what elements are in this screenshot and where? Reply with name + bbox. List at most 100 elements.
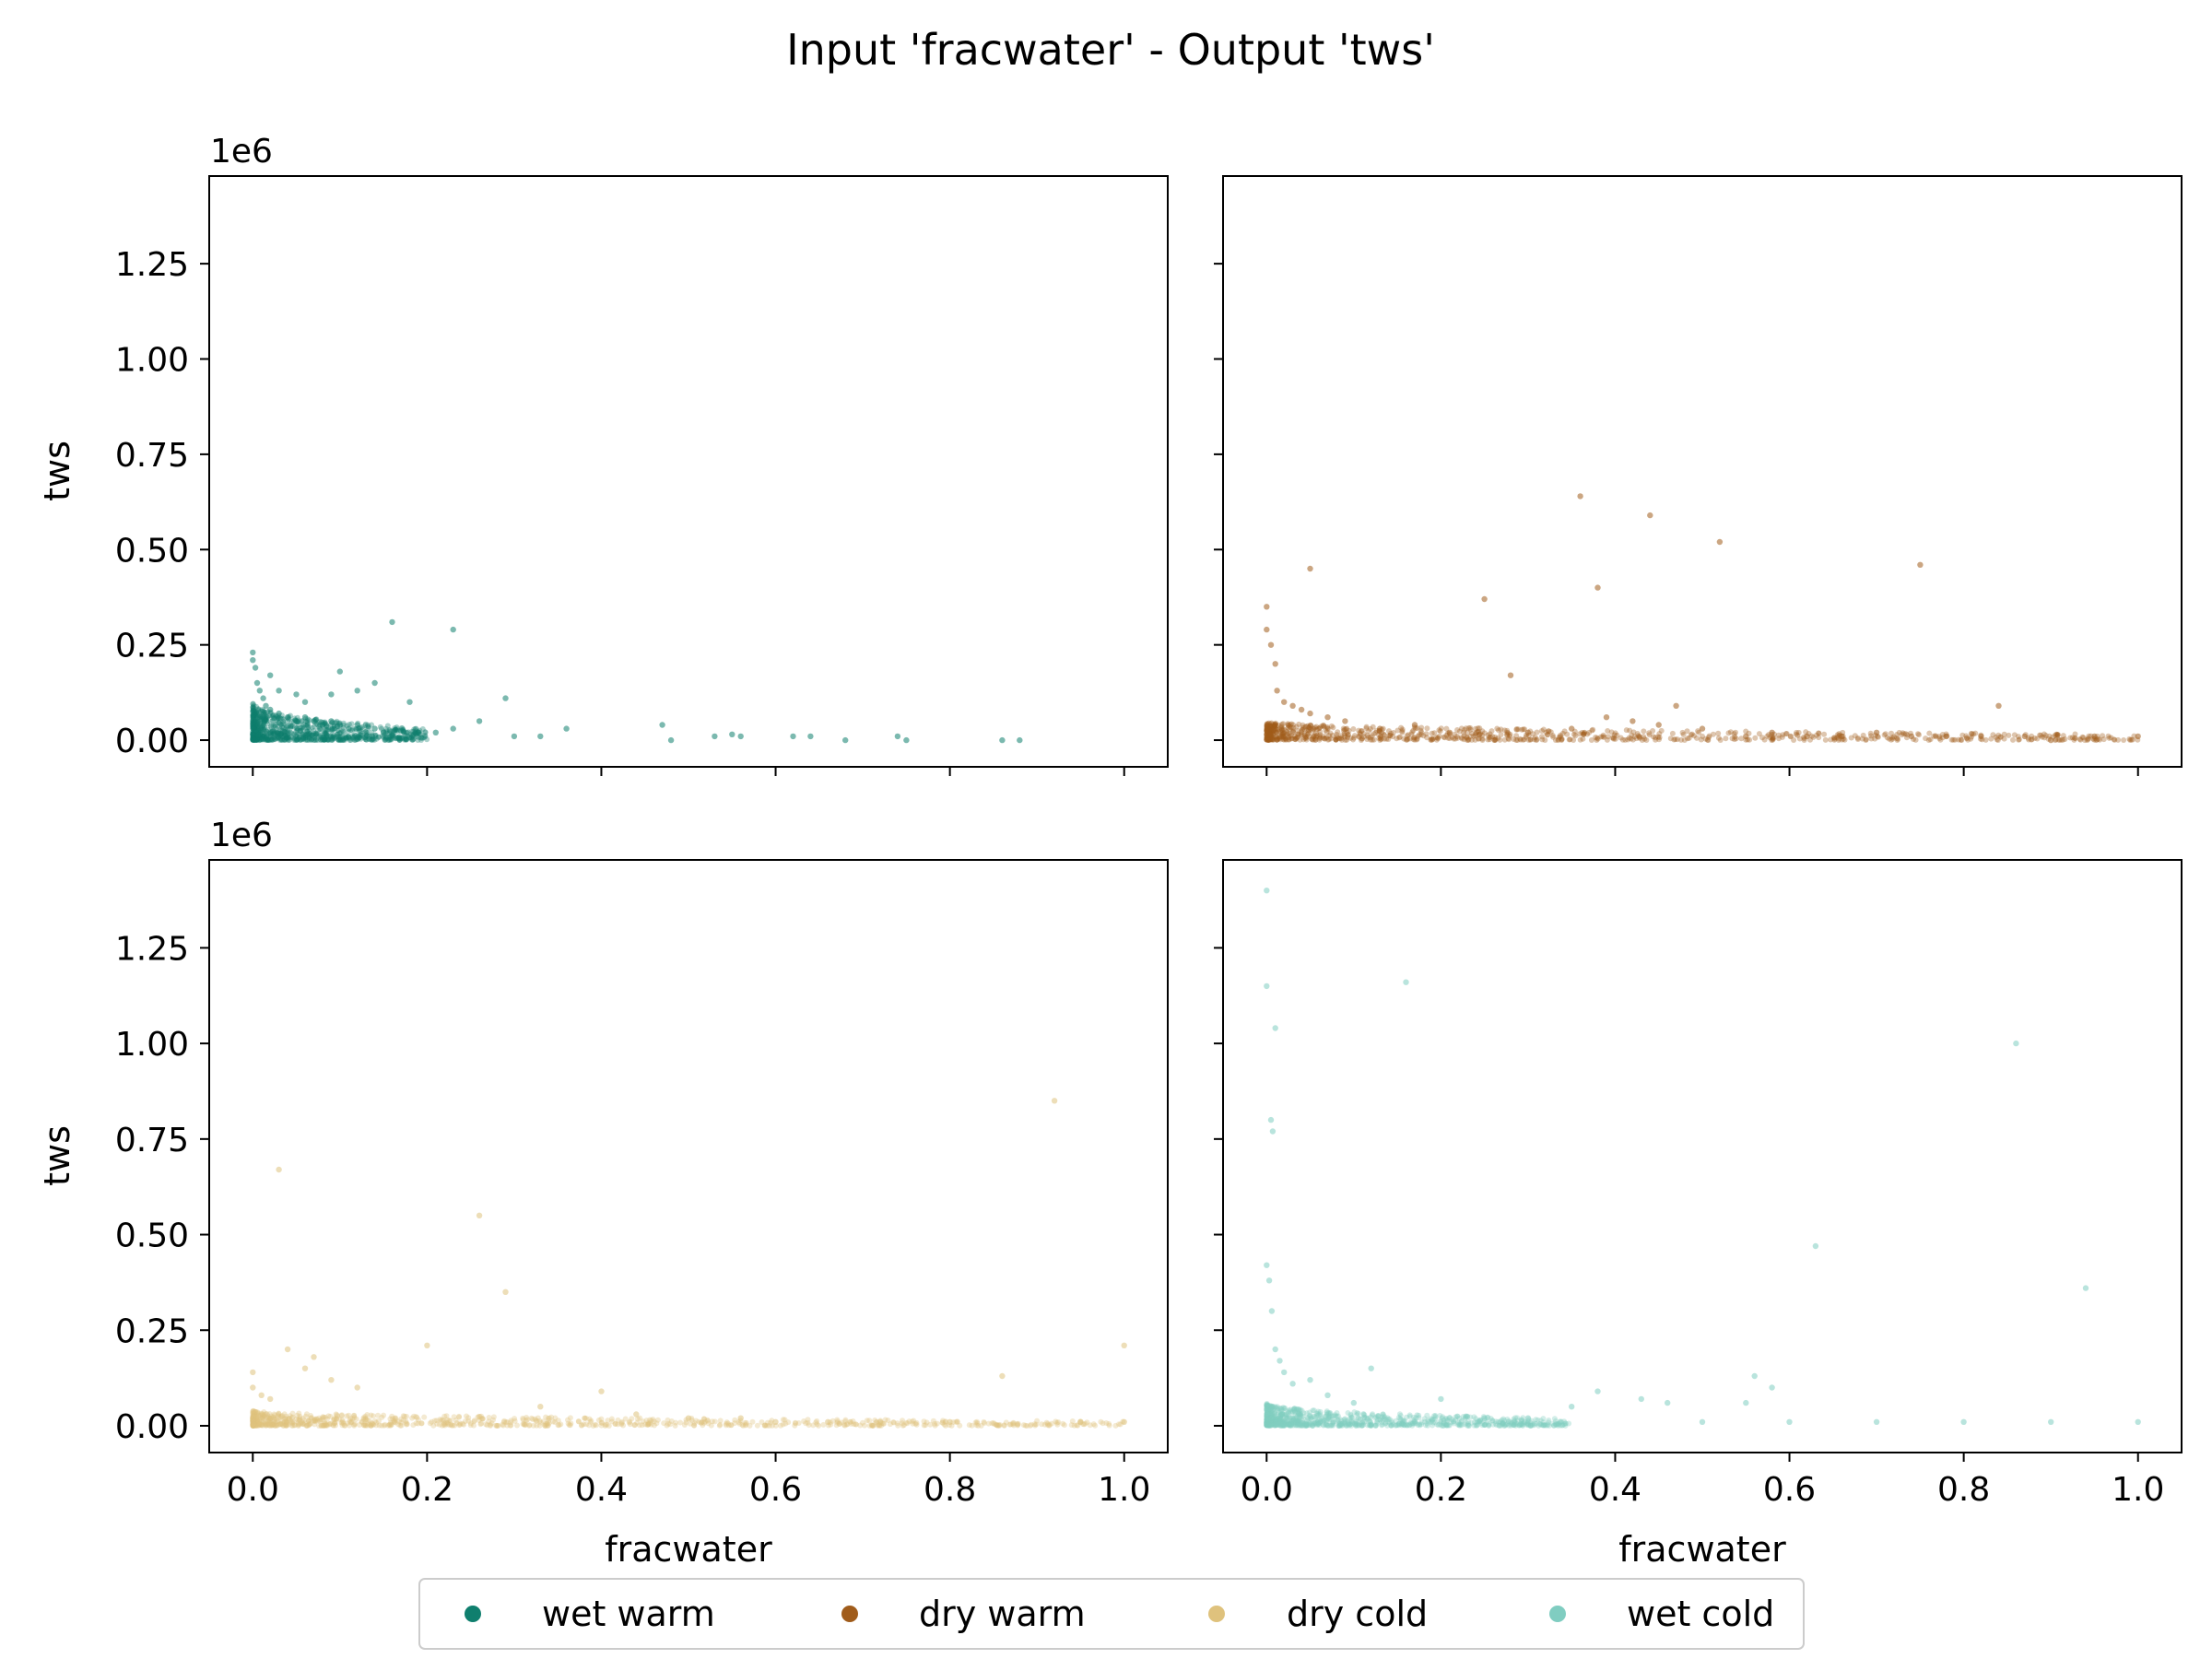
data-point-wet-warm bbox=[251, 702, 257, 709]
data-point-wet-warm bbox=[737, 733, 744, 740]
data-point-dry-warm bbox=[1513, 737, 1520, 743]
data-point-dry-warm bbox=[1630, 718, 1636, 724]
data-point-dry-cold bbox=[344, 1413, 350, 1419]
data-point-dry-warm bbox=[1267, 728, 1273, 735]
data-point-dry-warm bbox=[1492, 734, 1499, 740]
data-point-wet-warm bbox=[275, 730, 281, 736]
data-point-wet-warm bbox=[294, 736, 300, 743]
data-point-dry-cold bbox=[301, 1365, 309, 1371]
data-point-wet-warm bbox=[395, 735, 402, 741]
data-point-dry-warm bbox=[1489, 734, 1496, 739]
data-point-dry-warm bbox=[1477, 731, 1483, 737]
data-point-wet-warm bbox=[260, 736, 266, 743]
data-point-wet-warm bbox=[254, 734, 261, 740]
data-point-dry-warm bbox=[1686, 735, 1692, 741]
data-point-dry-warm bbox=[1304, 731, 1311, 737]
data-point-wet-warm bbox=[265, 737, 271, 743]
data-point-dry-cold bbox=[910, 1420, 916, 1427]
data-point-dry-warm bbox=[1276, 728, 1282, 735]
data-point-dry-warm bbox=[1465, 724, 1472, 731]
data-point-wet-warm bbox=[281, 736, 288, 743]
x-tick-label: 0.8 bbox=[924, 1471, 976, 1509]
data-point-wet-warm bbox=[263, 713, 269, 720]
data-point-wet-cold bbox=[1389, 1419, 1395, 1426]
data-point-wet-warm bbox=[304, 734, 311, 740]
data-point-wet-cold bbox=[1541, 1422, 1547, 1429]
data-point-wet-warm bbox=[250, 735, 256, 741]
data-point-wet-warm bbox=[266, 731, 273, 737]
data-point-wet-warm bbox=[250, 707, 256, 713]
data-point-dry-warm bbox=[1294, 735, 1300, 741]
data-point-dry-warm bbox=[1358, 737, 1364, 743]
data-point-wet-warm bbox=[369, 722, 375, 728]
data-point-dry-warm bbox=[1307, 565, 1313, 572]
data-point-wet-warm bbox=[250, 714, 256, 721]
data-point-dry-cold bbox=[370, 1413, 376, 1419]
data-point-wet-warm bbox=[257, 735, 264, 740]
data-point-dry-warm bbox=[1544, 732, 1550, 738]
data-point-dry-warm bbox=[2069, 735, 2076, 741]
data-point-dry-cold bbox=[369, 1420, 375, 1427]
data-point-wet-warm bbox=[273, 721, 279, 727]
data-point-dry-warm bbox=[2108, 735, 2114, 741]
data-point-dry-warm bbox=[1488, 728, 1495, 735]
data-point-wet-warm bbox=[261, 720, 267, 726]
data-point-wet-warm bbox=[269, 712, 276, 719]
data-point-wet-cold bbox=[2013, 1040, 2019, 1047]
data-point-wet-warm bbox=[293, 691, 300, 698]
data-point-dry-warm bbox=[1795, 729, 1802, 735]
data-point-wet-warm bbox=[288, 734, 295, 740]
data-point-dry-warm bbox=[1671, 736, 1677, 743]
data-point-wet-warm bbox=[337, 736, 344, 743]
data-point-wet-warm bbox=[284, 735, 290, 741]
data-point-wet-warm bbox=[278, 732, 285, 738]
data-point-wet-warm bbox=[254, 726, 261, 733]
data-point-dry-warm bbox=[1276, 734, 1282, 740]
data-point-wet-warm bbox=[262, 717, 268, 724]
data-point-wet-warm bbox=[327, 734, 334, 740]
data-point-wet-warm bbox=[363, 731, 370, 737]
data-point-wet-warm bbox=[476, 718, 483, 724]
data-point-wet-warm bbox=[371, 736, 378, 743]
data-point-dry-warm bbox=[1461, 729, 1467, 735]
data-point-wet-warm bbox=[403, 732, 409, 738]
data-point-dry-cold bbox=[322, 1422, 328, 1429]
data-point-wet-warm bbox=[259, 723, 265, 729]
data-point-wet-warm bbox=[415, 737, 421, 743]
data-point-dry-cold bbox=[504, 1422, 511, 1429]
data-point-wet-warm bbox=[320, 728, 326, 735]
data-point-wet-warm bbox=[261, 711, 267, 717]
data-point-wet-warm bbox=[250, 712, 256, 718]
data-point-dry-cold bbox=[737, 1415, 744, 1421]
data-point-dry-warm bbox=[1289, 728, 1296, 735]
data-point-wet-warm bbox=[285, 734, 291, 740]
y-tick-label: 1.25 bbox=[115, 930, 189, 968]
data-point-wet-warm bbox=[260, 708, 266, 714]
data-point-dry-cold bbox=[493, 1422, 499, 1429]
data-point-dry-warm bbox=[1285, 723, 1291, 728]
data-point-dry-cold bbox=[351, 1413, 358, 1419]
data-point-wet-warm bbox=[251, 733, 257, 738]
data-point-dry-warm bbox=[1780, 732, 1786, 738]
data-point-wet-warm bbox=[255, 707, 262, 713]
data-point-dry-warm bbox=[1972, 730, 1979, 736]
data-point-dry-warm bbox=[1559, 730, 1566, 736]
data-point-wet-warm bbox=[252, 719, 258, 725]
data-point-dry-cold bbox=[272, 1422, 278, 1429]
data-point-wet-warm bbox=[300, 734, 307, 740]
data-point-dry-warm bbox=[1481, 595, 1488, 603]
data-point-wet-warm bbox=[329, 727, 335, 734]
data-point-wet-cold bbox=[1594, 1388, 1601, 1394]
data-point-dry-cold bbox=[868, 1422, 875, 1429]
data-point-wet-warm bbox=[321, 737, 327, 743]
data-point-wet-warm bbox=[254, 732, 261, 738]
data-point-dry-warm bbox=[1590, 726, 1596, 733]
data-point-wet-warm bbox=[357, 735, 362, 741]
data-point-wet-warm bbox=[320, 735, 325, 741]
data-point-wet-warm bbox=[276, 715, 282, 722]
data-point-wet-warm bbox=[257, 736, 264, 743]
data-point-dry-cold bbox=[386, 1421, 393, 1428]
data-point-dry-cold bbox=[271, 1411, 277, 1418]
data-point-wet-warm bbox=[272, 732, 278, 738]
data-point-wet-warm bbox=[267, 731, 274, 737]
